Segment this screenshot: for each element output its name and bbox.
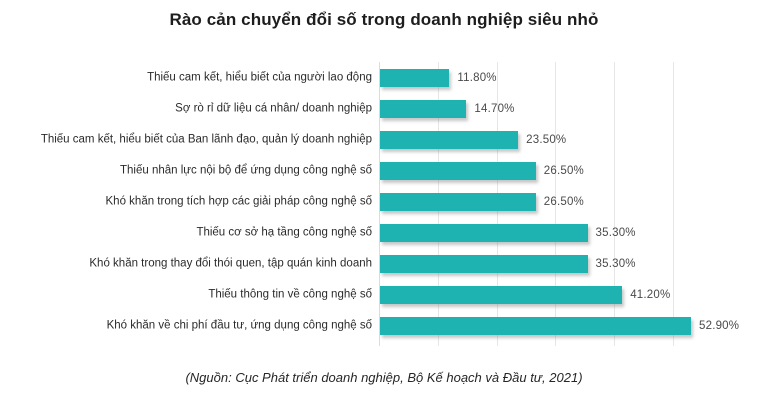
bar-value-label: 11.80% bbox=[457, 71, 497, 84]
bar[interactable] bbox=[380, 99, 467, 118]
bar-wrapper bbox=[380, 99, 467, 118]
category-label: Thiếu nhân lực nội bộ để ứng dụng công n… bbox=[120, 164, 372, 177]
category-label: Thiếu thông tin về công nghệ số bbox=[208, 288, 372, 301]
bar[interactable] bbox=[380, 192, 536, 211]
bar-value-label: 35.30% bbox=[595, 257, 636, 270]
bar[interactable] bbox=[380, 285, 623, 304]
bar-value-label: 26.50% bbox=[543, 164, 584, 177]
gridline bbox=[672, 62, 674, 346]
bar-value-label: 14.70% bbox=[474, 102, 515, 115]
bar-value-label: 35.30% bbox=[595, 226, 636, 239]
bar-value-label: 41.20% bbox=[630, 288, 671, 301]
bar-wrapper bbox=[380, 68, 450, 87]
bar-row: Thiếu thông tin về công nghệ số 41.20% bbox=[0, 279, 768, 310]
bar-row: Khó khăn về chi phí đầu tư, ứng dụng côn… bbox=[0, 310, 768, 341]
category-label: Thiếu cam kết, hiểu biết của người lao đ… bbox=[147, 71, 372, 84]
bar-wrapper bbox=[380, 130, 519, 149]
bar-rows: Thiếu cam kết, hiểu biết của người lao đ… bbox=[0, 62, 768, 346]
bar-wrapper bbox=[380, 254, 588, 273]
bar-wrapper bbox=[380, 192, 536, 211]
chart-title: Rào cản chuyển đổi số trong doanh nghiệp… bbox=[169, 10, 599, 29]
bar-row: Khó khăn trong tích hợp các giải pháp cô… bbox=[0, 186, 768, 217]
bar-value-label: 23.50% bbox=[526, 133, 567, 146]
gridline bbox=[614, 62, 616, 346]
bar[interactable] bbox=[380, 316, 691, 335]
bar-value-label: 26.50% bbox=[543, 195, 584, 208]
category-label: Khó khăn trong tích hợp các giải pháp cô… bbox=[105, 195, 372, 208]
bar-wrapper bbox=[380, 223, 588, 242]
bar-row: Thiếu nhân lực nội bộ để ứng dụng công n… bbox=[0, 155, 768, 186]
category-label: Sợ rò rỉ dữ liệu cá nhân/ doanh nghiệp bbox=[175, 102, 372, 115]
category-label: Thiếu cam kết, hiểu biết của Ban lãnh đạ… bbox=[40, 133, 372, 146]
chart-source-caption: (Nguồn: Cục Phát triển doanh nghiệp, Bộ … bbox=[185, 370, 583, 385]
bar-row: Thiếu cơ sở hạ tầng công nghệ số 35.30% bbox=[0, 217, 768, 248]
bar-row: Sợ rò rỉ dữ liệu cá nhân/ doanh nghiệp 14… bbox=[0, 93, 768, 124]
bar-row: Khó khăn trong thay đổi thói quen, tập q… bbox=[0, 248, 768, 279]
bar-value-label: 52.90% bbox=[699, 319, 740, 332]
bar-row: Thiếu cam kết, hiểu biết của Ban lãnh đạ… bbox=[0, 124, 768, 155]
bar-wrapper bbox=[380, 316, 691, 335]
bar[interactable] bbox=[380, 130, 519, 149]
gridline bbox=[555, 62, 557, 346]
bar-wrapper bbox=[380, 161, 536, 180]
category-label: Thiếu cơ sở hạ tầng công nghệ số bbox=[196, 226, 372, 239]
bar[interactable] bbox=[380, 68, 450, 87]
bar[interactable] bbox=[380, 254, 588, 273]
category-label: Khó khăn về chi phí đầu tư, ứng dụng côn… bbox=[106, 319, 372, 332]
bar[interactable] bbox=[380, 161, 536, 180]
bar-wrapper bbox=[380, 285, 623, 304]
category-axis-line bbox=[379, 62, 380, 346]
bar-row: Thiếu cam kết, hiểu biết của người lao đ… bbox=[0, 62, 768, 93]
bar[interactable] bbox=[380, 223, 588, 242]
category-label: Khó khăn trong thay đổi thói quen, tập q… bbox=[89, 257, 372, 270]
